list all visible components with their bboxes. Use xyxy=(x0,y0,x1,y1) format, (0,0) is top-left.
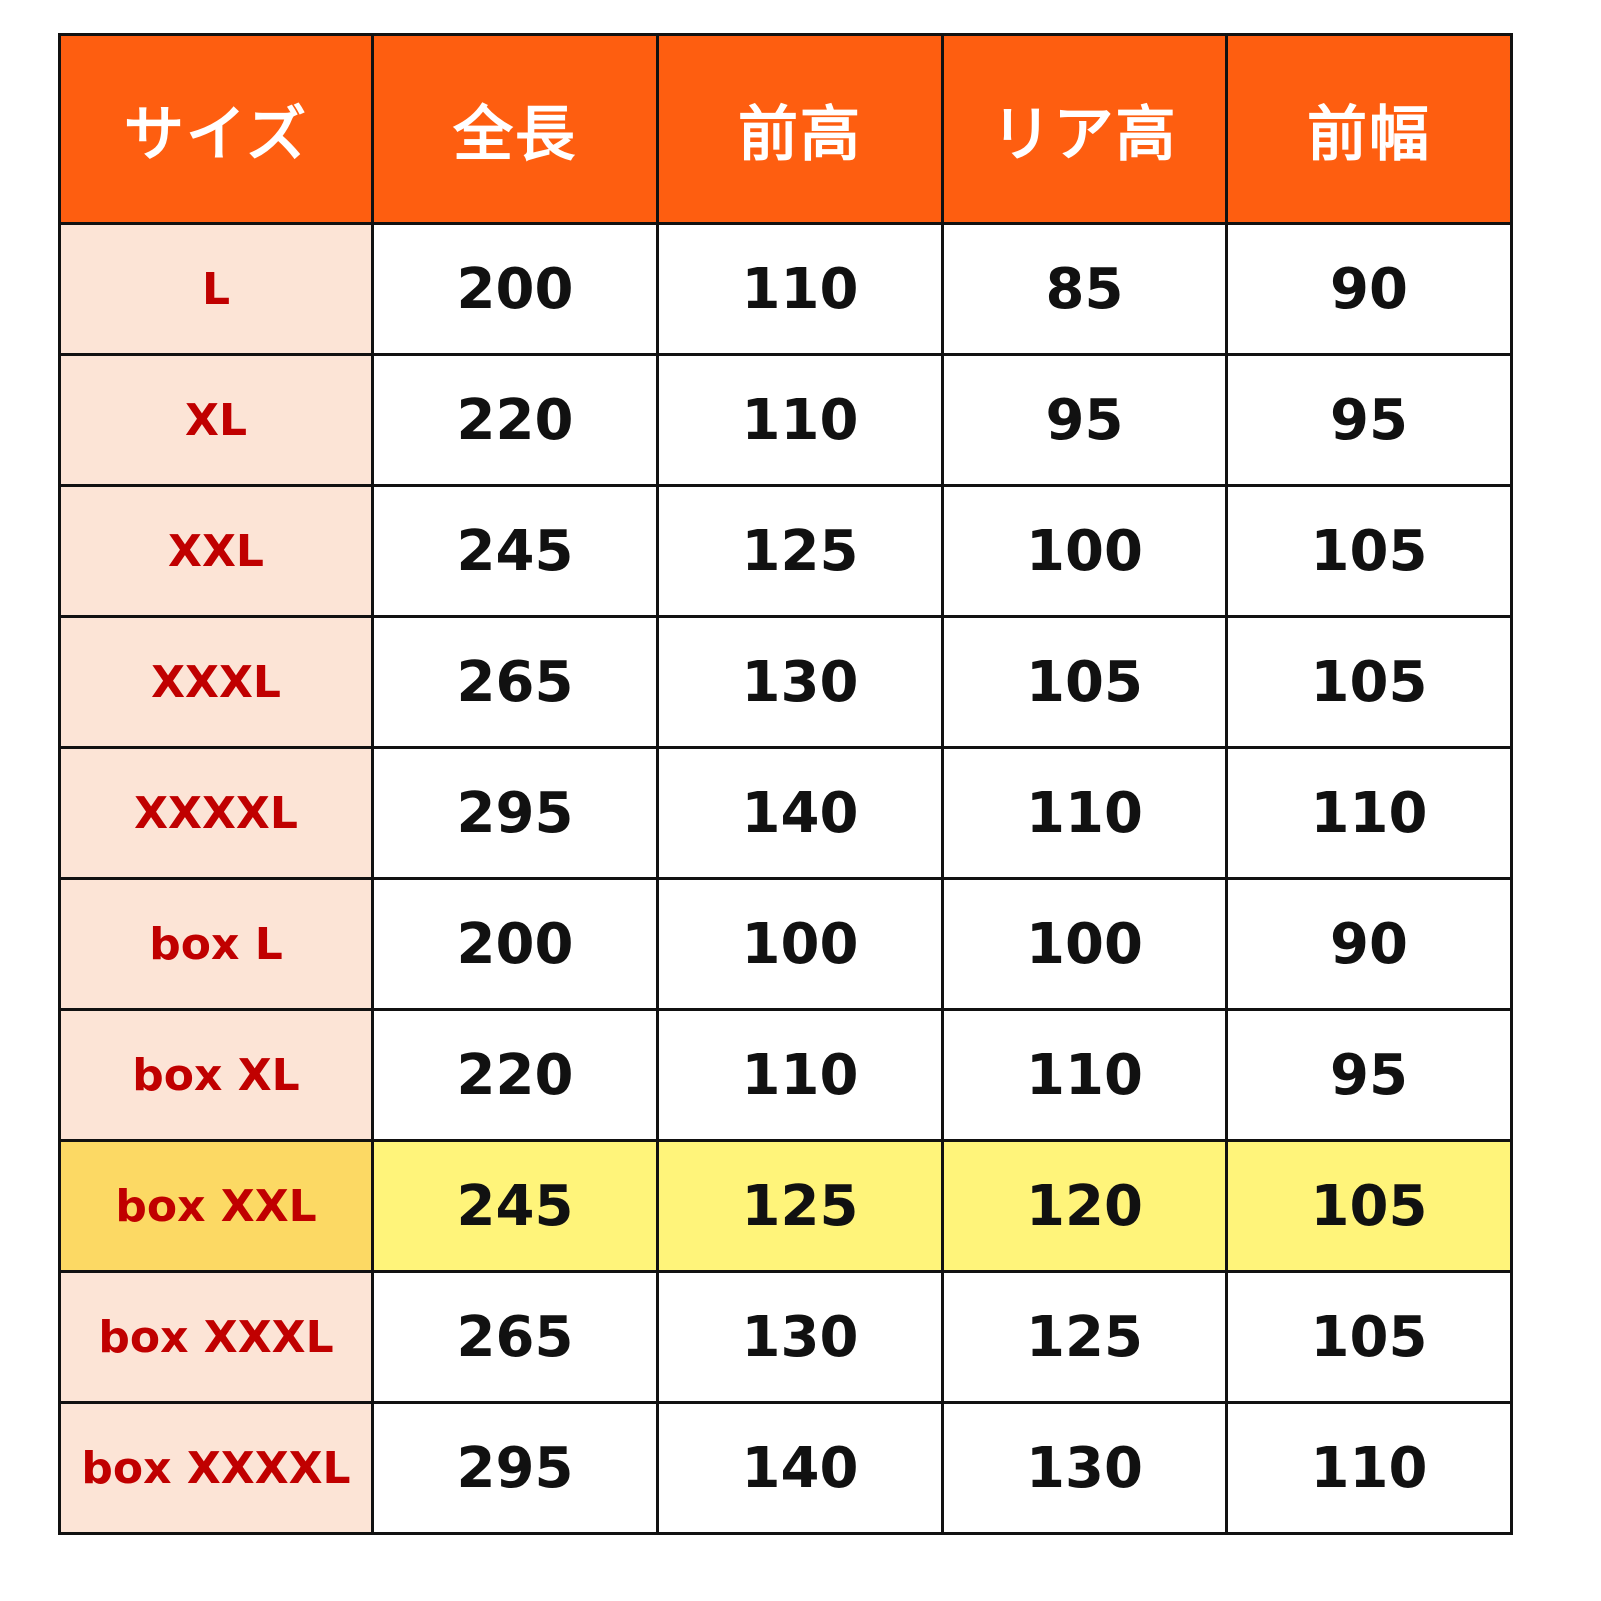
value-cell: 100 xyxy=(941,877,1228,1011)
value-cell: 130 xyxy=(941,1401,1228,1535)
value-cell: 110 xyxy=(1225,1401,1513,1535)
size-cell: XXXXL xyxy=(58,746,374,880)
size-cell: XL xyxy=(58,353,374,487)
table-row: box XL 220 110 110 95 xyxy=(58,1008,1513,1142)
value-cell: 95 xyxy=(1225,353,1513,487)
value-cell: 120 xyxy=(941,1139,1228,1273)
value-cell: 105 xyxy=(1225,615,1513,749)
header-front-width: 前幅 xyxy=(1225,33,1513,225)
header-front-height: 前高 xyxy=(656,33,944,225)
value-cell: 125 xyxy=(941,1270,1228,1404)
size-cell: box XXL xyxy=(58,1139,374,1273)
value-cell: 245 xyxy=(371,1139,659,1273)
table-row: box L 200 100 100 90 xyxy=(58,877,1513,1011)
value-cell: 110 xyxy=(656,1008,944,1142)
size-cell: XXXL xyxy=(58,615,374,749)
table-row: XXXL 265 130 105 105 xyxy=(58,615,1513,749)
value-cell: 95 xyxy=(941,353,1228,487)
table-row: XXL 245 125 100 105 xyxy=(58,484,1513,618)
value-cell: 105 xyxy=(1225,1270,1513,1404)
value-cell: 105 xyxy=(1225,484,1513,618)
table-row: box XXL 245 125 120 105 xyxy=(58,1139,1513,1273)
value-cell: 130 xyxy=(656,615,944,749)
size-cell: box XXXXL xyxy=(58,1401,374,1535)
table-row: XXXXL 295 140 110 110 xyxy=(58,746,1513,880)
value-cell: 110 xyxy=(656,222,944,356)
value-cell: 140 xyxy=(656,1401,944,1535)
value-cell: 105 xyxy=(941,615,1228,749)
value-cell: 200 xyxy=(371,877,659,1011)
value-cell: 110 xyxy=(1225,746,1513,880)
value-cell: 105 xyxy=(1225,1139,1513,1273)
header-rear-height: リア高 xyxy=(941,33,1228,225)
value-cell: 295 xyxy=(371,746,659,880)
value-cell: 295 xyxy=(371,1401,659,1535)
value-cell: 200 xyxy=(371,222,659,356)
table-row: XL 220 110 95 95 xyxy=(58,353,1513,487)
size-cell: box L xyxy=(58,877,374,1011)
value-cell: 110 xyxy=(941,1008,1228,1142)
size-cell: box XL xyxy=(58,1008,374,1142)
value-cell: 140 xyxy=(656,746,944,880)
value-cell: 130 xyxy=(656,1270,944,1404)
value-cell: 90 xyxy=(1225,222,1513,356)
value-cell: 110 xyxy=(656,353,944,487)
size-table: サイズ 全長 前高 リア高 前幅 L 200 110 85 90 XL 220 110 95 95… xyxy=(58,33,1513,1535)
value-cell: 125 xyxy=(656,1139,944,1273)
value-cell: 220 xyxy=(371,353,659,487)
value-cell: 125 xyxy=(656,484,944,618)
value-cell: 110 xyxy=(941,746,1228,880)
size-cell: box XXXL xyxy=(58,1270,374,1404)
table-row: L 200 110 85 90 xyxy=(58,222,1513,356)
header-size: サイズ xyxy=(58,33,374,225)
header-row: サイズ 全長 前高 リア高 前幅 xyxy=(58,33,1513,225)
value-cell: 220 xyxy=(371,1008,659,1142)
table-row: box XXXXL 295 140 130 110 xyxy=(58,1401,1513,1535)
value-cell: 265 xyxy=(371,615,659,749)
value-cell: 245 xyxy=(371,484,659,618)
value-cell: 100 xyxy=(656,877,944,1011)
value-cell: 265 xyxy=(371,1270,659,1404)
value-cell: 85 xyxy=(941,222,1228,356)
table-row: box XXXL 265 130 125 105 xyxy=(58,1270,1513,1404)
value-cell: 90 xyxy=(1225,877,1513,1011)
size-cell: XXL xyxy=(58,484,374,618)
value-cell: 95 xyxy=(1225,1008,1513,1142)
size-cell: L xyxy=(58,222,374,356)
value-cell: 100 xyxy=(941,484,1228,618)
header-total-length: 全長 xyxy=(371,33,659,225)
